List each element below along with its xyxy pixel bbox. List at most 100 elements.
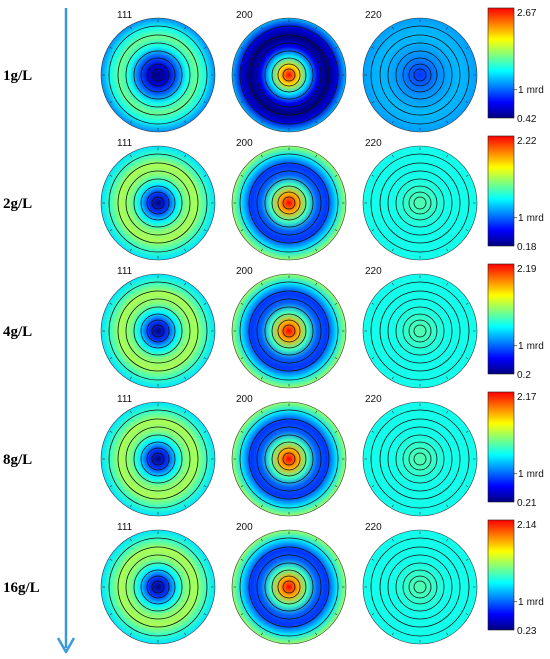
contour-line: [239, 281, 339, 381]
rim-tick: [315, 120, 318, 124]
contour-line: [402, 313, 438, 349]
colorbar: 2.67 1 mrd 0.42: [487, 7, 544, 125]
rim-tick: [203, 485, 207, 488]
rim-tick: [391, 154, 394, 158]
contour-line: [117, 418, 199, 500]
rim-tick: [446, 282, 449, 286]
contour-line: [239, 409, 339, 509]
rim-tick: [184, 26, 187, 30]
rim-tick: [184, 632, 187, 636]
rim-tick: [109, 302, 113, 305]
contour-line: [117, 290, 199, 372]
contour-line: [379, 34, 461, 116]
contour-line: [146, 191, 170, 215]
colorbar: 2.19 1 mrd 0.2: [487, 263, 544, 381]
contour-line: [140, 313, 176, 349]
pole-label: 200: [236, 522, 253, 533]
concentration-arrow: [56, 8, 76, 654]
contour-line: [271, 185, 307, 221]
contour-line: [264, 50, 314, 100]
rim-tick: [240, 302, 244, 305]
contour-line: [271, 441, 307, 477]
colorbar-mid: 1 mrd: [518, 85, 544, 96]
contour-line: [117, 546, 199, 628]
contour-line: [277, 575, 301, 599]
contour-line: [133, 178, 183, 228]
rim-tick: [203, 430, 207, 433]
contour-line: [256, 426, 322, 492]
contour-line: [282, 324, 296, 338]
contour-line: [151, 580, 165, 594]
colorbar-scale: [487, 135, 515, 247]
rim-tick: [184, 504, 187, 508]
rim-tick: [371, 229, 375, 232]
colorbar-min: 0.2: [517, 370, 531, 381]
rim-tick: [240, 485, 244, 488]
rim-tick: [184, 154, 187, 158]
pole-figure-220: 220: [362, 394, 478, 517]
contour-line: [256, 298, 322, 364]
contour-line: [282, 196, 296, 210]
contour-line: [256, 554, 322, 620]
pole-label: 220: [365, 394, 382, 405]
contour-line: [239, 25, 339, 125]
contour-line: [387, 554, 453, 620]
rim-tick: [240, 174, 244, 177]
contour-line: [140, 185, 176, 221]
rim-tick: [391, 120, 394, 124]
colorbar-mid: 1 mrd: [518, 597, 544, 608]
colorbar-scale: [487, 7, 515, 119]
rim-tick: [109, 357, 113, 360]
pole-label: 111: [117, 10, 133, 21]
contour-line: [108, 409, 208, 509]
rim-tick: [334, 174, 338, 177]
pole-figure-111: 111: [100, 10, 216, 133]
contour-line: [125, 298, 191, 364]
colorbar-min: 0.42: [517, 114, 537, 125]
rim-tick: [109, 430, 113, 433]
rim-tick: [260, 120, 263, 124]
rim-tick: [109, 46, 113, 49]
contour-line: [413, 68, 427, 82]
colorbar-scale: [487, 391, 515, 503]
pole-figure-220: 220: [362, 10, 478, 133]
pole-figure-220: 220: [362, 138, 478, 261]
rim-tick: [184, 248, 187, 252]
colorbar-mid: 1 mrd: [518, 469, 544, 480]
contour-line: [395, 178, 445, 228]
rim-tick: [260, 376, 263, 380]
contour-line: [277, 63, 301, 87]
pole-figure-111: 111: [100, 394, 216, 517]
contour-line: [125, 170, 191, 236]
contour-line: [379, 290, 461, 372]
contour-line: [379, 162, 461, 244]
contour-line: [402, 569, 438, 605]
rim-tick: [334, 613, 338, 616]
contour-line: [395, 50, 445, 100]
rim-tick: [371, 357, 375, 360]
rim-tick: [465, 357, 469, 360]
concentration-label: 2g/L: [3, 196, 32, 212]
rim-tick: [371, 101, 375, 104]
rim-tick: [371, 46, 375, 49]
rim-tick: [446, 154, 449, 158]
contour-line: [387, 426, 453, 492]
colorbar-unit: mrd: [527, 469, 544, 480]
colorbar-max: 2.67: [517, 8, 537, 19]
contour-line: [256, 42, 322, 108]
colorbar-mid-value: 1: [518, 341, 524, 352]
contour-line: [387, 42, 453, 108]
contour-line: [408, 575, 432, 599]
contour-line: [146, 63, 170, 87]
colorbar-scale: [487, 263, 515, 375]
rim-tick: [391, 410, 394, 414]
colorbar-min: 0.23: [517, 626, 537, 637]
contour-line: [264, 178, 314, 228]
rim-tick: [315, 248, 318, 252]
concentration-label: 8g/L: [3, 452, 32, 468]
rim-tick: [260, 538, 263, 542]
rim-tick: [129, 632, 132, 636]
rim-tick: [334, 485, 338, 488]
rim-tick: [109, 229, 113, 232]
contour-line: [277, 447, 301, 471]
